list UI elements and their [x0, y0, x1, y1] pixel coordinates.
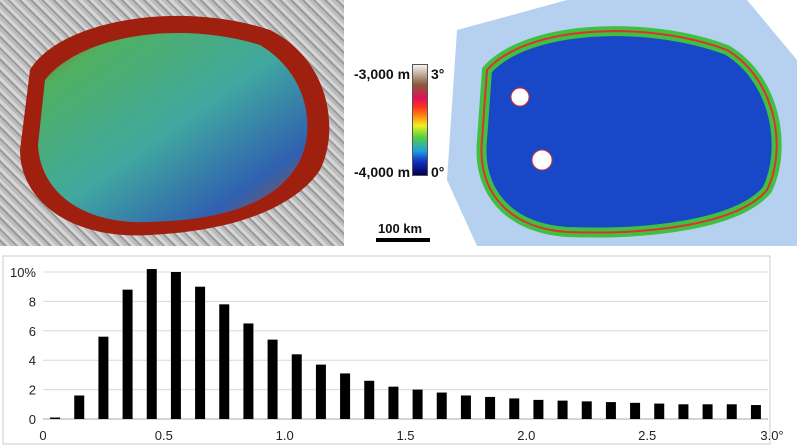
histogram-bar	[315, 364, 326, 419]
histogram-bar	[364, 380, 375, 419]
histogram-bar	[388, 386, 399, 419]
histogram-bar	[170, 272, 181, 419]
slope-max-label: 3°	[431, 66, 445, 82]
y-tick-label: 2	[29, 383, 36, 398]
histogram-bar	[702, 404, 713, 419]
histogram-bar	[195, 286, 206, 419]
histogram-bar	[412, 389, 423, 419]
histogram-bar	[509, 398, 520, 419]
y-tick-label: 4	[29, 353, 36, 368]
histogram-bar	[340, 373, 351, 419]
histogram-bar	[291, 354, 302, 419]
histogram-bar	[678, 404, 689, 419]
histogram-bar	[750, 405, 761, 419]
histogram-bar	[630, 402, 641, 419]
x-tick-label: 3.0°	[760, 428, 783, 443]
histogram-bar	[219, 304, 230, 419]
histogram-bar	[436, 392, 447, 419]
histogram-bar	[581, 401, 592, 419]
x-tick-label: 2.5	[638, 428, 656, 443]
histogram-bar	[557, 400, 568, 419]
histogram-bar	[726, 404, 737, 419]
histogram-bar	[533, 399, 544, 419]
y-tick-label: 6	[29, 324, 36, 339]
histogram-bar	[460, 395, 471, 419]
scale-label: 100 km	[378, 221, 423, 236]
histogram-bar	[485, 396, 496, 419]
histogram-bar	[50, 417, 61, 419]
histogram-bar	[605, 402, 616, 419]
x-tick-label: 1.5	[396, 428, 414, 443]
slope-histogram: 0 2 4 6 8 10% 0 0.5 1.0 1.5 2.0 2.5 3.0°	[2, 255, 784, 445]
x-tick-label: 2.0	[517, 428, 535, 443]
histogram-bar	[122, 289, 133, 419]
y-tick-label: 8	[29, 294, 36, 309]
histogram-bar	[654, 403, 665, 419]
histogram-bar	[98, 336, 109, 419]
histogram-bar	[146, 269, 157, 419]
elevation-map	[0, 0, 344, 246]
slope-map	[447, 0, 800, 246]
scale-bar	[376, 238, 430, 242]
crater-slope-overlay	[447, 0, 797, 246]
y-tick-label: 10%	[10, 265, 36, 280]
x-tick-label: 0.5	[155, 428, 173, 443]
histogram-bar	[243, 323, 254, 419]
color-scale-bar	[412, 64, 428, 176]
elevation-max-label: -3,000 m	[354, 66, 411, 82]
histogram-bar	[267, 339, 278, 419]
histogram-bar	[74, 395, 85, 419]
slope-min-label: 0°	[431, 164, 445, 180]
x-tick-label: 0	[39, 428, 46, 443]
elevation-min-label: -4,000 m	[354, 164, 411, 180]
crater-elevation-overlay	[20, 15, 330, 236]
x-tick-label: 1.0	[276, 428, 294, 443]
y-tick-label: 0	[29, 412, 36, 427]
